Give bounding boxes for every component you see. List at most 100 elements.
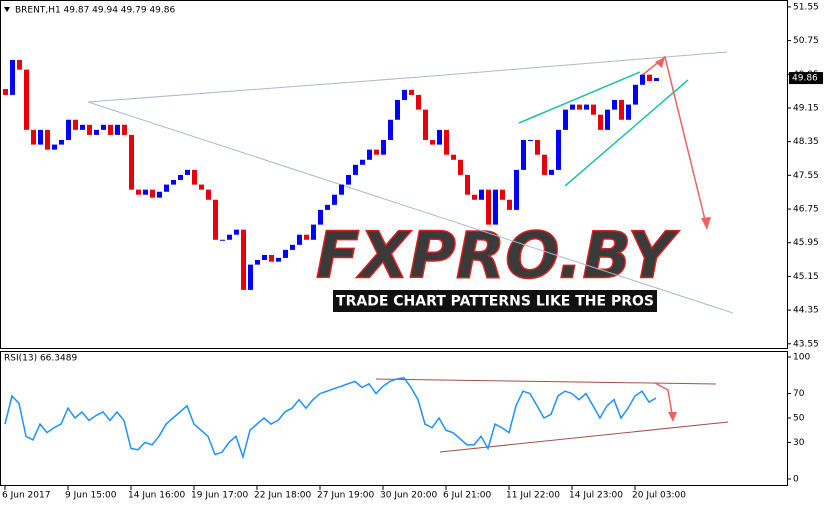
candle	[626, 104, 631, 120]
candle	[66, 119, 71, 140]
candle	[577, 104, 582, 110]
x-tick-label: 14 Jul 23:00	[569, 491, 623, 501]
y-tick-label: 46.75	[793, 205, 819, 215]
x-tick-label: 11 Jul 22:00	[506, 491, 560, 501]
y-tick-label: 30	[793, 438, 805, 448]
candle	[297, 234, 302, 245]
rsi-arrow	[654, 382, 674, 421]
candle	[633, 84, 638, 105]
candle	[514, 169, 519, 210]
candle	[150, 189, 155, 198]
candle	[136, 189, 141, 195]
candle	[206, 189, 211, 200]
candle	[276, 257, 281, 262]
candle	[164, 184, 169, 192]
candle	[409, 89, 414, 95]
y-tick-label: 45.95	[793, 238, 819, 248]
candle	[59, 139, 64, 145]
candle	[31, 129, 36, 145]
y-tick-label: 70	[793, 389, 805, 399]
candle	[73, 119, 78, 130]
arrow-head	[701, 217, 711, 230]
trendline	[419, 51, 728, 78]
candle	[262, 254, 267, 260]
candle	[479, 189, 484, 200]
candle	[605, 109, 610, 130]
candle	[458, 159, 463, 175]
x-tick-label: 6 Jul 21:00	[443, 491, 492, 501]
candle	[465, 174, 470, 195]
candle	[101, 124, 106, 130]
candle	[451, 154, 456, 160]
rsi-title: RSI(13) 66.3489	[4, 354, 77, 364]
candle	[619, 99, 624, 120]
candle	[269, 254, 274, 262]
candle	[612, 99, 617, 110]
candle	[493, 189, 498, 225]
rsi-trendline	[375, 378, 717, 385]
candle	[535, 139, 540, 155]
watermark-subtitle: TRADE CHART PATTERNS LIKE THE PROS	[336, 294, 654, 310]
channel-line	[564, 79, 689, 187]
x-tick-label: 6 Jun 2017	[2, 491, 50, 501]
candle	[556, 129, 561, 170]
x-tick-label: 27 Jun 19:00	[317, 491, 374, 501]
candle	[290, 244, 295, 250]
y-tick-label: 49.15	[793, 103, 819, 113]
candle	[640, 74, 645, 85]
candle	[220, 239, 225, 241]
candle	[444, 129, 449, 155]
watermark-title: FXPRO.BY	[316, 220, 680, 294]
candle	[339, 184, 344, 195]
candle	[367, 149, 372, 160]
annotations	[87, 51, 734, 453]
candle	[563, 109, 568, 130]
candle	[3, 89, 8, 95]
candle	[486, 189, 491, 225]
trendline	[87, 101, 734, 314]
candle	[304, 234, 309, 240]
candle	[325, 204, 330, 210]
title-marker	[4, 7, 10, 12]
channel-line	[518, 71, 641, 124]
candle	[108, 124, 113, 135]
candle	[332, 194, 337, 205]
candle	[178, 174, 183, 180]
candle	[437, 129, 442, 145]
candle	[402, 89, 407, 100]
x-tick-label: 9 Jun 15:00	[65, 491, 117, 501]
y-tick-label: 48.35	[793, 137, 819, 147]
y-tick-label: 50.75	[793, 36, 819, 46]
candle	[521, 139, 526, 170]
candle	[234, 229, 239, 235]
y-tick-label: 51.55	[793, 2, 819, 12]
candle	[507, 199, 512, 210]
candle	[395, 99, 400, 120]
arrow-head	[655, 57, 665, 68]
candle	[584, 104, 589, 110]
x-tick-label: 30 Jun 20:00	[380, 491, 437, 501]
rsi-line	[4, 376, 657, 460]
trendline	[87, 76, 421, 103]
candle	[423, 109, 428, 140]
y-tick-label: 50	[793, 414, 805, 424]
forecast-arrow	[639, 55, 708, 229]
candle	[570, 104, 575, 110]
candle	[87, 124, 92, 135]
x-tick-label: 14 Jun 16:00	[128, 491, 185, 501]
candle	[157, 191, 162, 198]
watermark-band	[333, 290, 657, 312]
candle	[248, 264, 253, 290]
candle	[360, 159, 365, 165]
candle	[10, 59, 15, 95]
watermark: FXPRO.BY TRADE CHART PATTERNS LIKE THE P…	[315, 219, 681, 312]
candle	[122, 124, 127, 135]
price-tag-bg	[789, 72, 823, 85]
candle	[94, 129, 99, 135]
x-tick-label: 19 Jun 17:00	[191, 491, 248, 501]
candle	[80, 124, 85, 130]
candle	[654, 78, 659, 82]
candle	[346, 174, 351, 185]
candle	[143, 189, 148, 195]
candle	[528, 139, 533, 141]
